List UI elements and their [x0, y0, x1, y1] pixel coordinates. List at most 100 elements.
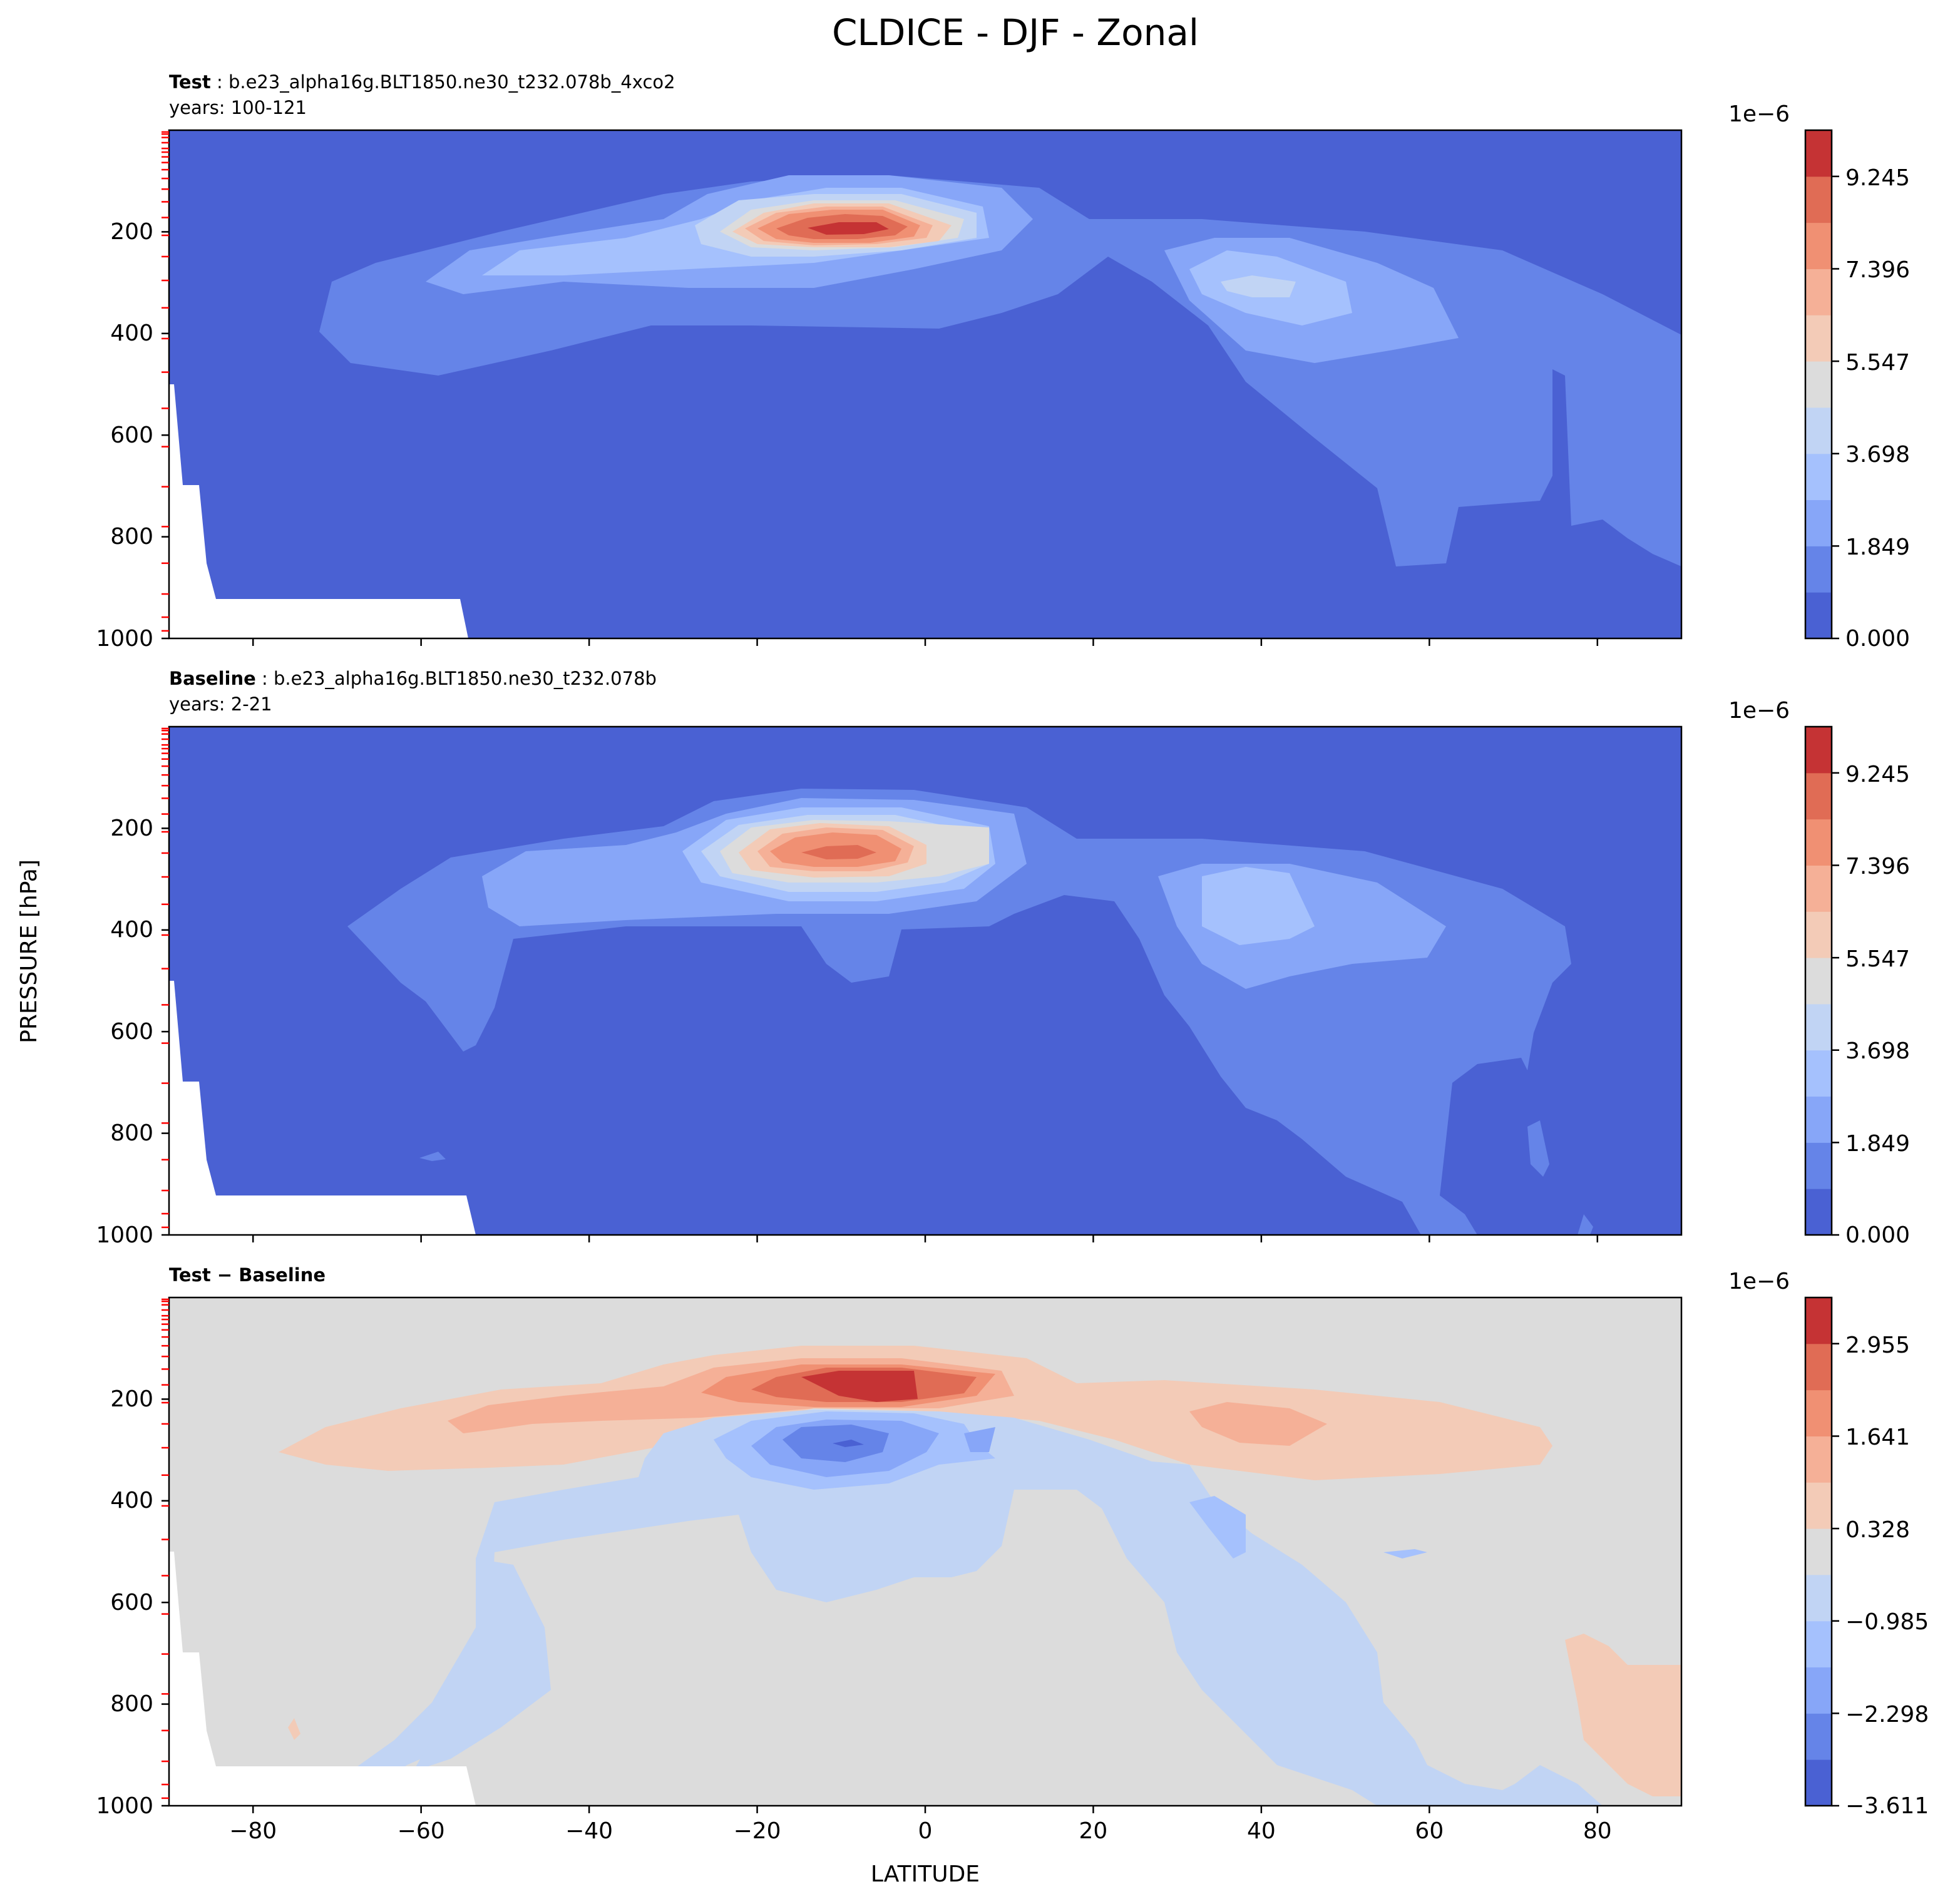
y-tick-label: 600: [110, 422, 153, 448]
contour-level-1: [1527, 1120, 1549, 1177]
y-tick-label: 200: [110, 1386, 153, 1412]
missing-data-region: [169, 1552, 476, 1806]
colorbar-frame: [1804, 1296, 1833, 1807]
contour-level-1: [419, 1152, 446, 1161]
colorbar-band: [1805, 911, 1832, 958]
panel-baseline-label-bold: Baseline: [169, 668, 256, 689]
colorbar-tick-label: 7.396: [1845, 854, 1910, 879]
colorbar-band: [1805, 1003, 1832, 1051]
colorbar-band: [1805, 407, 1832, 454]
contour-pos-5: [801, 1371, 918, 1402]
x-tick-label: −20: [734, 1818, 781, 1844]
y-tick-label: 600: [110, 1590, 153, 1615]
colorbar-band: [1805, 499, 1832, 546]
panel-baseline-y-axis: 200 400 600 800 1000: [96, 727, 169, 1248]
y-tick-label: 400: [110, 1488, 153, 1513]
colorbar-band: [1805, 269, 1832, 315]
colorbar-band: [1805, 1713, 1832, 1760]
x-tick-label: 60: [1415, 1818, 1444, 1844]
colorbar-band: [1805, 176, 1832, 223]
colorbar-band: [1805, 546, 1832, 593]
panel-test: Test : b.e23_alpha16g.BLT1850.ne30_t232.…: [96, 71, 1910, 652]
contour-neg-1: [413, 1559, 551, 1771]
panel-baseline-label: Baseline : b.e23_alpha16g.BLT1850.ne30_t…: [169, 668, 657, 689]
colorbar-band: [1805, 772, 1832, 820]
x-tick-label: 80: [1583, 1818, 1612, 1844]
colorbar-tick-label: 0.000: [1845, 626, 1910, 652]
x-tick-label: −40: [565, 1818, 613, 1844]
x-tick-label: 0: [918, 1818, 933, 1844]
panel-difference-x-axis: −80 −60 −40 −20 0 20 40 60 80: [229, 1806, 1612, 1844]
colorbar-tick-label: −0.985: [1845, 1609, 1929, 1635]
colorbar-tick-label: −2.298: [1845, 1702, 1929, 1728]
colorbar-exponent: 1e−6: [1728, 698, 1790, 724]
y-tick-label: 200: [110, 816, 153, 841]
panel-baseline-x-ticks: [252, 1235, 1599, 1242]
colorbar-tick-label: −3.611: [1845, 1793, 1929, 1819]
colorbar-ticks: [1832, 175, 1839, 640]
panel-test-contours: [169, 130, 1681, 638]
panel-difference-colorbar: 1e−6 2.955 1.641 0.328 −0.985 −2.298 −3.…: [1728, 1269, 1929, 1819]
colorbar-band: [1805, 1482, 1832, 1529]
colorbar-tick-label: 3.698: [1845, 442, 1910, 468]
contour-pos-1: [279, 1346, 1552, 1480]
colorbar-tick-label: 7.396: [1845, 257, 1910, 283]
colorbar-ticks: [1832, 1343, 1839, 1807]
panel-difference-y-axis: 200 400 600 800 1000: [96, 1298, 169, 1819]
colorbar-frame: [1804, 725, 1833, 1236]
colorbar-band: [1805, 1759, 1832, 1806]
y-tick-label: 200: [110, 219, 153, 245]
colorbar-tick-label: 5.547: [1845, 350, 1910, 376]
colorbar-band: [1805, 1050, 1832, 1097]
colorbar-band: [1805, 1436, 1832, 1483]
panel-difference-label-bold: Test − Baseline: [169, 1264, 326, 1286]
colorbar-band: [1805, 315, 1832, 362]
colorbar-tick-label: 0.328: [1845, 1517, 1910, 1543]
colorbar-tick-label: 9.245: [1845, 165, 1910, 191]
panel-test-label: Test : b.e23_alpha16g.BLT1850.ne30_t232.…: [169, 71, 675, 93]
colorbar-tick-label: 9.245: [1845, 762, 1910, 787]
missing-data-region: [169, 384, 468, 638]
contour-level-2: [426, 175, 1459, 363]
colorbar-band: [1805, 727, 1832, 774]
y-tick-label: 1000: [96, 1793, 153, 1819]
colorbar-band: [1805, 1343, 1832, 1391]
contour-level-10: [808, 222, 889, 235]
colorbar-band: [1805, 865, 1832, 912]
panel-test-x-ticks: [252, 638, 1599, 646]
panel-baseline-years: years: 2-21: [169, 694, 272, 715]
panel-test-label-bold: Test: [169, 71, 211, 93]
colorbar-bands: [1805, 727, 1832, 1236]
colorbar-band: [1805, 1189, 1832, 1236]
colorbar-exponent: 1e−6: [1728, 1269, 1790, 1294]
colorbar-band: [1805, 453, 1832, 501]
y-tick-label: 800: [110, 1120, 153, 1146]
y-tick-label: 600: [110, 1019, 153, 1045]
contour-neg-1: [169, 1410, 1603, 1806]
x-tick-label: 40: [1247, 1818, 1276, 1844]
colorbar-ticks: [1832, 772, 1839, 1236]
y-tick-label: 800: [110, 524, 153, 550]
y-tick-label: 800: [110, 1691, 153, 1717]
contour-level-9: [801, 845, 876, 859]
colorbar-tick-label: 1.641: [1845, 1425, 1910, 1450]
colorbar-band: [1805, 361, 1832, 408]
panel-test-y-axis: 200 400 600 800 1000: [96, 131, 169, 652]
colorbar-tick-label: 0.000: [1845, 1222, 1910, 1248]
panel-test-colorbar: 1e−6 9.245 7.396 5.547 3.698 1.849 0.000: [1728, 101, 1910, 652]
panel-baseline-colorbar: 1e−6 9.245 7.396 5.547 3.698 1.849 0.000: [1728, 698, 1910, 1248]
colorbar-band: [1805, 1620, 1832, 1668]
colorbar-band: [1805, 130, 1832, 177]
x-tick-label: −80: [229, 1818, 277, 1844]
contour-level-1: [1578, 1214, 1593, 1235]
panel-baseline: Baseline : b.e23_alpha16g.BLT1850.ne30_t…: [96, 668, 1910, 1248]
y-tick-label: 1000: [96, 1222, 153, 1248]
colorbar-exponent: 1e−6: [1728, 101, 1790, 127]
colorbar-band: [1805, 1096, 1832, 1143]
colorbar-bands: [1805, 130, 1832, 639]
colorbar-band: [1805, 958, 1832, 1005]
colorbar-band: [1805, 1574, 1832, 1622]
colorbar-frame: [1804, 129, 1833, 640]
shared-x-label: LATITUDE: [871, 1861, 980, 1887]
